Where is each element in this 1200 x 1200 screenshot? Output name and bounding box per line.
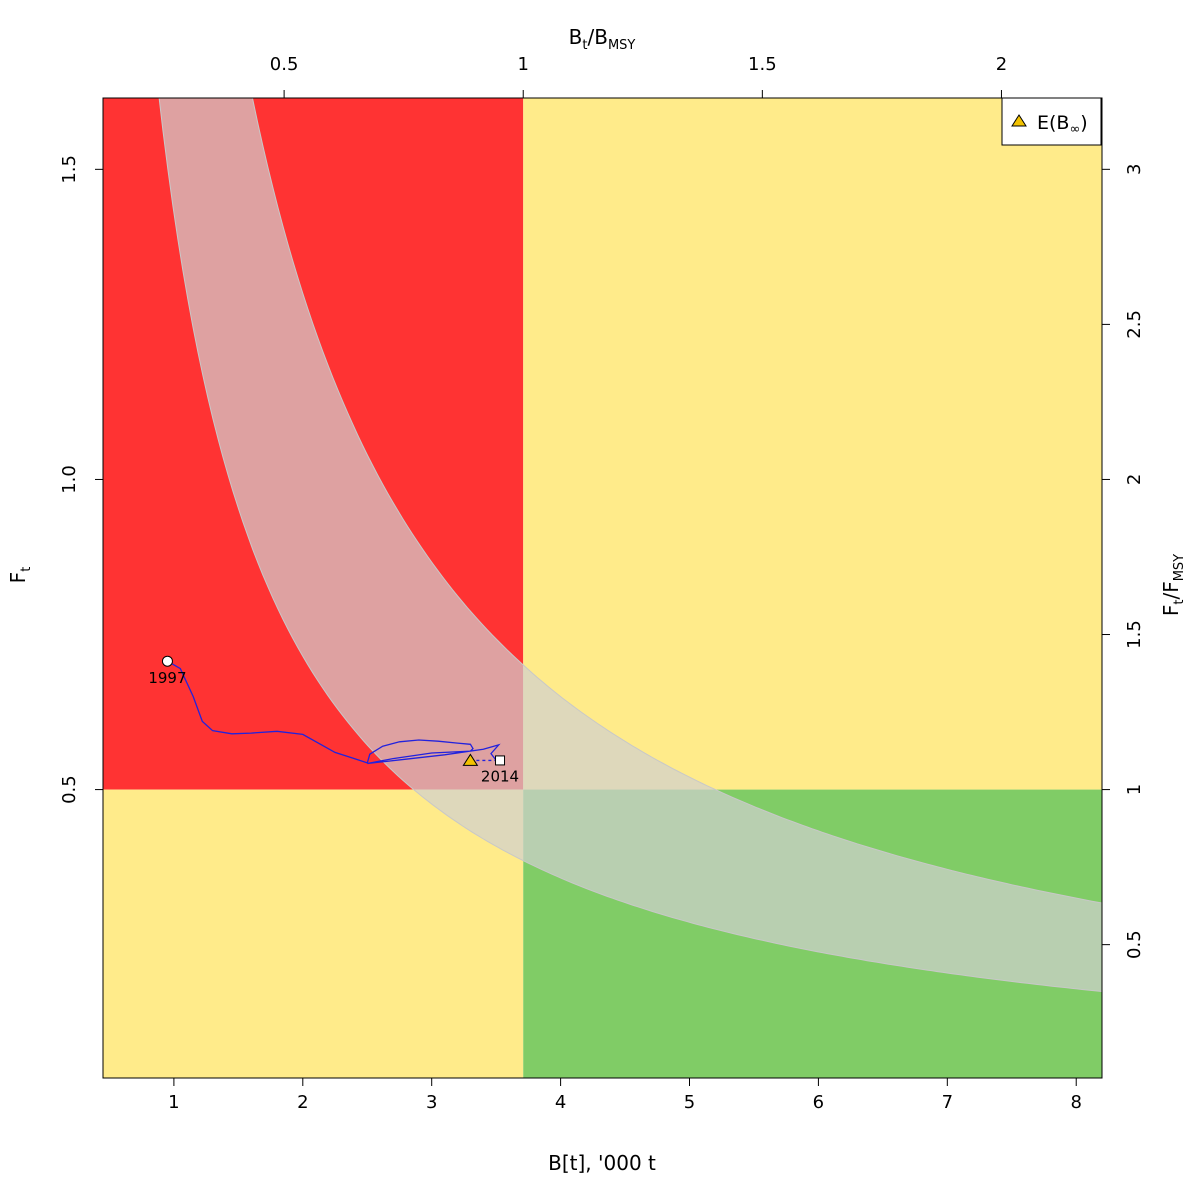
legend-label: E(B∞) [1037,112,1088,137]
legend-triangle-icon [1011,114,1027,127]
overfishing-zone [523,98,1102,790]
y-tick-label: 0.5 [59,775,80,804]
msy-catch-band [158,98,1102,993]
x-axis-title: B[t], '000 t [548,1151,656,1175]
y2-tick-label: 1 [1124,784,1145,795]
x2-tick-label: 1.5 [748,54,777,75]
y2-tick-label: 2.5 [1124,310,1145,339]
y-axis-right: 0.5 1 1.5 2 2.5 3 [1102,164,1145,959]
start-point-1997 [161,655,173,667]
x-tick-label: 4 [555,1092,566,1113]
plot-frame [102,97,1103,1079]
x2-tick-label: 0.5 [270,54,299,75]
expected-equilibrium-triangle [462,753,479,766]
x-axis-bottom: 1 2 3 4 5 6 7 8 [168,1078,1082,1113]
end-point-2014 [495,755,506,766]
x-tick-label: 6 [813,1092,824,1113]
x-tick-label: 3 [426,1092,437,1113]
x-tick-label: 7 [942,1092,953,1113]
x-tick-label: 5 [684,1092,695,1113]
x-axis-top: 0.5 1 1.5 2 [270,54,1007,98]
x-tick-label: 8 [1070,1092,1081,1113]
x2-tick-label: 1 [517,54,528,75]
end-year-label: 2014 [481,767,519,785]
y2-tick-label: 2 [1124,474,1145,485]
legend: E(B∞) [1001,97,1102,146]
y-axis-left: 0.5 1.0 1.5 [59,155,103,804]
y-axis-title: Ft [6,567,34,584]
y2-tick-label: 1.5 [1124,620,1145,649]
stock-trajectory-line [167,660,501,765]
x-tick-label: 1 [168,1092,179,1113]
start-year-label: 1997 [148,669,186,687]
y2-axis-title: Ft/FMSY [1159,554,1187,616]
x2-axis-title: Bt/BMSY [569,25,636,53]
y2-tick-label: 0.5 [1124,930,1145,959]
y-tick-label: 1.0 [59,465,80,494]
y-tick-label: 1.5 [59,155,80,184]
x2-tick-label: 2 [996,54,1007,75]
x-tick-label: 2 [297,1092,308,1113]
y2-tick-label: 3 [1124,164,1145,175]
overfished-zone [103,789,524,1078]
